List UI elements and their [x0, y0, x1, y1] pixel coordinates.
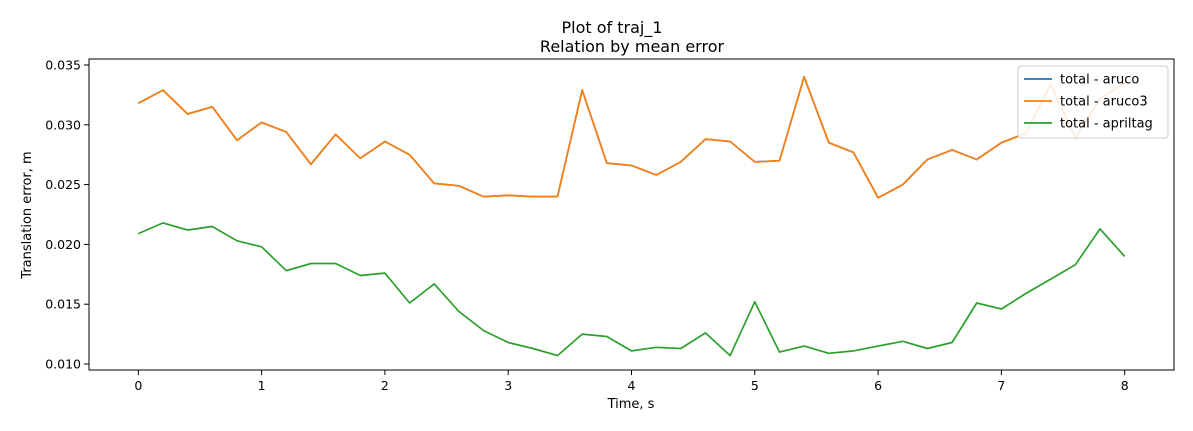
y-tick-label: 0.015	[45, 297, 81, 312]
y-tick-label: 0.025	[45, 177, 81, 192]
chart-subtitle: Relation by mean error	[540, 37, 725, 56]
y-tick-label: 0.030	[45, 117, 81, 132]
x-tick-label: 8	[1121, 378, 1129, 393]
series-lines	[137, 76, 1126, 357]
x-axis-label: Time, s	[607, 397, 655, 412]
x-tick-label: 5	[751, 378, 759, 393]
y-tick-label: 0.035	[45, 57, 81, 72]
x-tick-label: 0	[134, 378, 142, 393]
plot-frame	[88, 58, 1175, 371]
y-tick-label: 0.010	[45, 357, 81, 372]
legend-entry: total - aruco	[1060, 73, 1139, 88]
x-tick-label: 6	[874, 378, 882, 393]
series-line-2	[137, 76, 1126, 199]
y-tick-label: 0.020	[45, 237, 81, 252]
x-tick-label: 2	[381, 378, 389, 393]
series-line-1	[137, 76, 1126, 199]
legend-entry: total - apriltag	[1060, 117, 1153, 132]
x-tick-label: 1	[258, 378, 266, 393]
x-axis: 0 1 2 3 4 5 6 7 8	[134, 370, 1129, 393]
legend: total - aruco total - aruco3 total - april…	[1017, 65, 1169, 139]
x-tick-label: 4	[628, 378, 636, 393]
chart-title: Plot of traj_1	[561, 18, 662, 38]
x-tick-label: 3	[504, 378, 512, 393]
legend-entry: total - aruco3	[1060, 95, 1148, 110]
y-axis-label: Translation error, m	[20, 151, 35, 279]
x-tick-label: 7	[997, 378, 1005, 393]
legend-box	[1017, 65, 1169, 139]
series-line-3	[137, 222, 1126, 357]
y-axis: 0.010 0.015 0.020 0.025 0.030 0.035	[45, 57, 89, 372]
